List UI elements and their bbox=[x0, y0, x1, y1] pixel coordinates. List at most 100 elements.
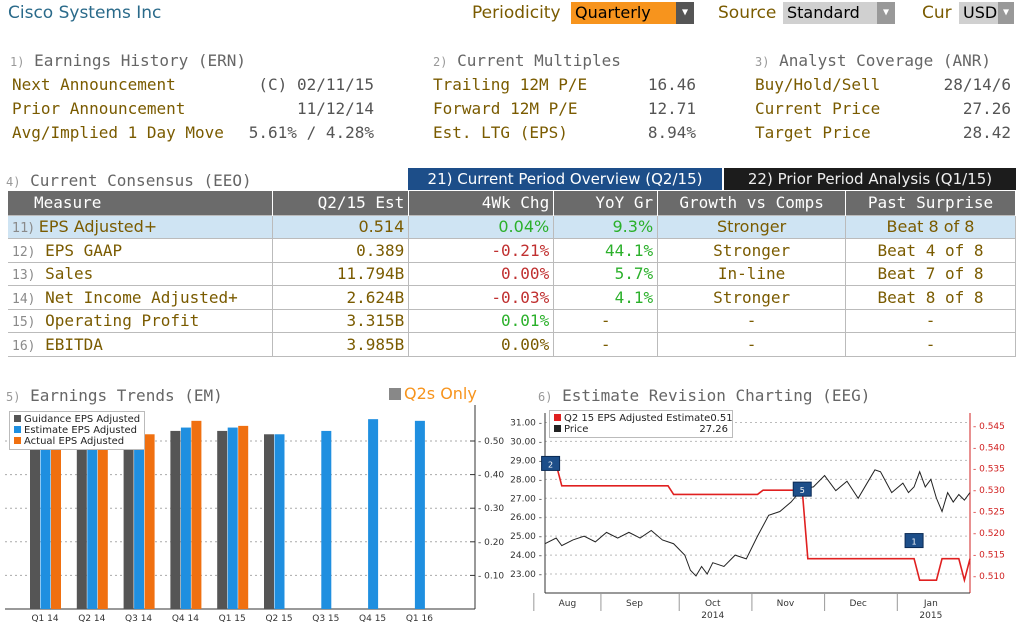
right-tick-label: - 0.510 bbox=[973, 572, 1005, 582]
growth-vs-comps-cell: - bbox=[657, 332, 847, 356]
periodicity-dropdown-icon[interactable]: ▼ bbox=[676, 2, 694, 24]
coverage-label: Target Price bbox=[755, 123, 871, 142]
legend-item: Estimate EPS Adjusted bbox=[14, 425, 140, 436]
estimate-cell: 11.794B bbox=[272, 262, 410, 286]
left-tick-label: 30.00 - bbox=[510, 437, 542, 447]
legend-swatch bbox=[14, 437, 21, 444]
currency-dropdown-icon[interactable]: ▼ bbox=[998, 2, 1014, 24]
currency-select[interactable]: USD bbox=[959, 2, 999, 24]
coverage-label: Buy/Hold/Sell bbox=[755, 75, 881, 94]
legend-item: Guidance EPS Adjusted bbox=[14, 414, 140, 425]
legend-label: Q2 15 EPS Adjusted Estimate bbox=[564, 413, 711, 424]
tab-current-period[interactable]: 21) Current Period Overview (Q2/15) bbox=[408, 168, 722, 190]
x-year-label: 2015 bbox=[919, 611, 942, 621]
table-row[interactable]: 14) Net Income Adjusted+ 2.624B -0.03% 4… bbox=[8, 285, 1016, 309]
x-tick-label: Q1 15 bbox=[219, 614, 246, 624]
estimate-revision-legend: Q2 15 EPS Adjusted Estimate 0.51 Price 27.… bbox=[549, 410, 733, 438]
table-row[interactable]: 16) EBITDA 3.985B 0.00% - - - bbox=[8, 332, 1016, 356]
left-tick-label: 29.00 - bbox=[510, 456, 542, 466]
q2s-only-checkbox[interactable] bbox=[389, 388, 401, 400]
history-value: 5.61% / 4.28% bbox=[248, 123, 374, 142]
bar-estimate-eps-adjusted bbox=[368, 419, 379, 609]
bar-actual-eps-adjusted bbox=[97, 447, 108, 609]
column-header[interactable]: Measure bbox=[8, 191, 274, 215]
left-tick-label: 31.00 - bbox=[510, 418, 542, 428]
multiples-label: Trailing 12M P/E bbox=[433, 75, 588, 94]
legend-item: Price 27.26 bbox=[554, 424, 728, 435]
revision-marker-label: 5 bbox=[800, 486, 805, 495]
bar-estimate-eps-adjusted bbox=[414, 420, 425, 609]
section-number: 4) bbox=[6, 175, 21, 189]
left-tick-label: 28.00 - bbox=[510, 475, 542, 485]
tab-prior-period[interactable]: 22) Prior Period Analysis (Q1/15) bbox=[724, 168, 1016, 190]
column-header[interactable]: YoY Gr bbox=[553, 191, 659, 215]
source-select[interactable]: Standard bbox=[783, 2, 878, 24]
q2s-only-label[interactable]: Q2s Only bbox=[404, 384, 477, 403]
bar-guidance-eps-adjusted bbox=[30, 437, 40, 609]
consensus-table: Measure Q2/15 Est 4Wk Chg YoY Gr Growth … bbox=[8, 191, 1016, 357]
right-tick-label: - 0.535 bbox=[973, 465, 1005, 475]
column-header[interactable]: Past Surprise bbox=[845, 191, 1016, 215]
measure-name: Net Income Adjusted+ bbox=[45, 287, 238, 307]
estimate-cell: 2.624B bbox=[272, 285, 410, 309]
x-tick-label: Q2 15 bbox=[265, 614, 292, 624]
yoy-growth-cell: 4.1% bbox=[553, 285, 659, 309]
security-title: Cisco Systems Inc bbox=[8, 3, 162, 23]
left-tick-label: 23.00 - bbox=[510, 570, 542, 580]
x-tick-label: Q4 14 bbox=[172, 614, 199, 624]
yoy-growth-cell: - bbox=[553, 332, 659, 356]
four-week-change-cell: 0.00% bbox=[408, 262, 555, 286]
bar-actual-eps-adjusted bbox=[51, 437, 61, 609]
table-row[interactable]: 15) Operating Profit 3.315B 0.01% - - - bbox=[8, 309, 1016, 333]
legend-value: 27.26 bbox=[699, 424, 728, 435]
x-tick-label: Q1 14 bbox=[31, 614, 58, 624]
multiples-label: Forward 12M P/E bbox=[433, 99, 578, 118]
right-tick-label: - 0.540 bbox=[973, 443, 1005, 453]
left-tick-label: 27.00 - bbox=[510, 494, 542, 504]
x-month-label: Oct bbox=[705, 599, 721, 609]
four-week-change-cell: -0.21% bbox=[408, 238, 555, 262]
table-row[interactable]: 12) EPS GAAP 0.389 -0.21% 44.1% Stronger… bbox=[8, 238, 1016, 262]
column-header[interactable]: 4Wk Chg bbox=[408, 191, 555, 215]
bar-estimate-eps-adjusted bbox=[227, 427, 238, 609]
bar-guidance-eps-adjusted bbox=[264, 434, 274, 609]
past-surprise-cell: Beat 4 of 8 bbox=[845, 238, 1016, 262]
section-title: Estimate Revision Charting (EEG) bbox=[562, 386, 871, 405]
four-week-change-cell: -0.03% bbox=[408, 285, 555, 309]
section-title: Earnings History (ERN) bbox=[34, 51, 247, 70]
yoy-growth-cell: - bbox=[553, 309, 659, 333]
earnings-history-header[interactable]: 1) Earnings History (ERN) bbox=[10, 51, 246, 70]
row-number: 14) bbox=[12, 291, 36, 307]
table-row[interactable]: 13) Sales 11.794B 0.00% 5.7% In-line Bea… bbox=[8, 262, 1016, 286]
history-value: (C) 02/11/15 bbox=[258, 75, 374, 94]
x-tick-label: Q3 14 bbox=[125, 614, 152, 624]
legend-swatch bbox=[14, 415, 21, 422]
column-header[interactable]: Growth vs Comps bbox=[657, 191, 847, 215]
analyst-coverage-header[interactable]: 3) Analyst Coverage (ANR) bbox=[755, 51, 991, 70]
section-title: Current Consensus (EEO) bbox=[30, 171, 252, 190]
growth-vs-comps-cell: Stronger bbox=[657, 238, 847, 262]
estimate-line bbox=[545, 463, 971, 584]
past-surprise-cell: Beat 8 of 8 bbox=[845, 285, 1016, 309]
periodicity-select[interactable]: Quarterly bbox=[571, 2, 677, 24]
earnings-trends-legend: Guidance EPS Adjusted Estimate EPS Adjus… bbox=[9, 411, 146, 450]
revision-marker bbox=[904, 533, 924, 549]
y-tick-label: - 0.50 bbox=[478, 437, 504, 447]
earnings-trends-header[interactable]: 5) Earnings Trends (EM) bbox=[6, 386, 223, 405]
legend-swatch bbox=[554, 425, 561, 432]
right-tick-label: - 0.520 bbox=[973, 529, 1005, 539]
current-multiples-header[interactable]: 2) Current Multiples bbox=[433, 51, 621, 70]
column-header[interactable]: Q2/15 Est bbox=[272, 191, 410, 215]
consensus-header[interactable]: 4) Current Consensus (EEO) bbox=[6, 171, 252, 190]
x-month-label: Aug bbox=[559, 599, 577, 609]
coverage-value: 28.42 bbox=[962, 123, 1011, 142]
x-month-label: Dec bbox=[849, 599, 866, 609]
estimate-revision-header[interactable]: 6) Estimate Revision Charting (EEG) bbox=[538, 386, 870, 405]
measure-name: Operating Profit bbox=[45, 311, 200, 331]
growth-vs-comps-cell: In-line bbox=[657, 262, 847, 286]
bar-guidance-eps-adjusted bbox=[76, 447, 87, 609]
table-row[interactable]: 11) EPS Adjusted+ 0.514 0.04% 9.3% Stron… bbox=[8, 215, 1016, 239]
past-surprise-cell: - bbox=[845, 309, 1016, 333]
source-dropdown-icon[interactable]: ▼ bbox=[877, 2, 895, 24]
x-tick-label: Q4 15 bbox=[359, 614, 386, 624]
